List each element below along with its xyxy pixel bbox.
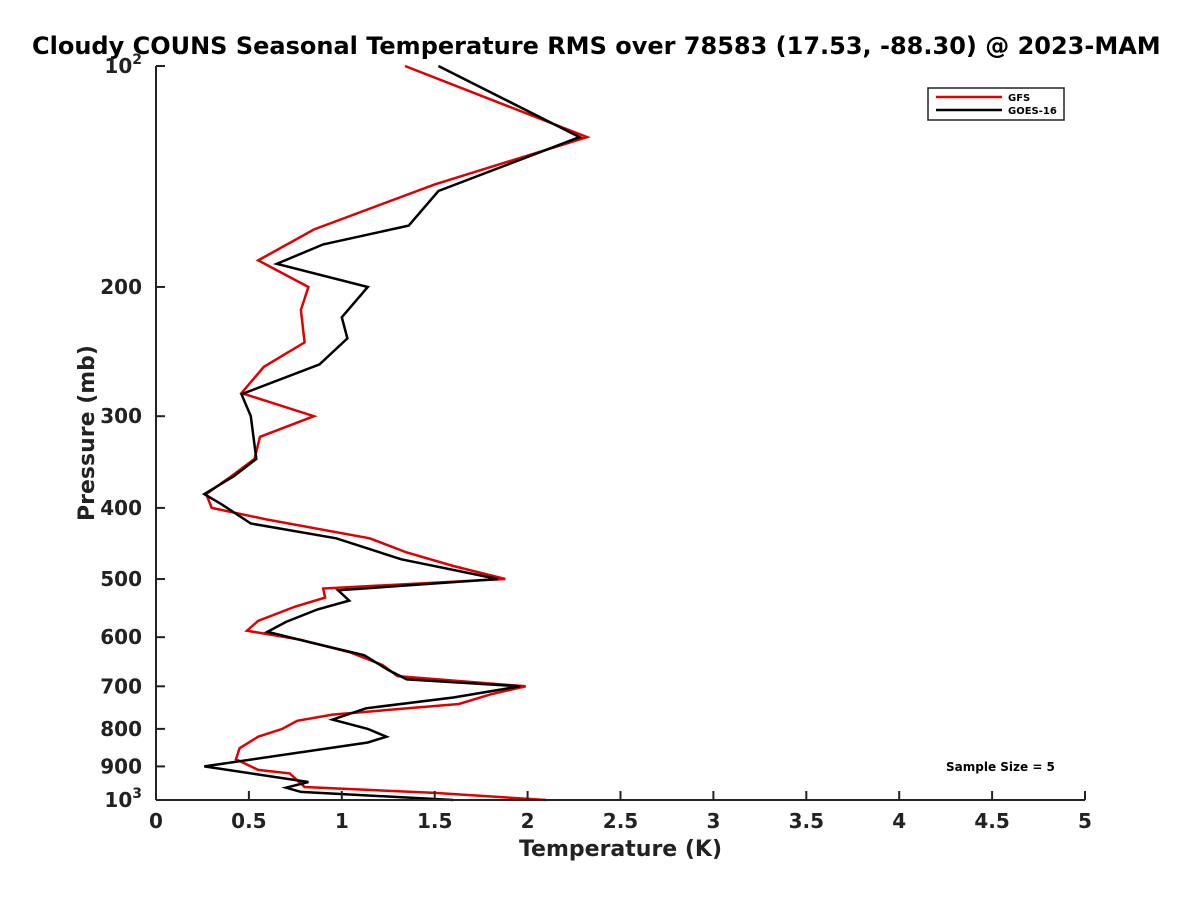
y-tick-label: 700: [100, 674, 142, 698]
y-tick-label: 800: [100, 717, 142, 741]
y-tick-label: 600: [100, 625, 142, 649]
x-tick-label: 5: [1078, 809, 1092, 833]
sample-size-annotation: Sample Size = 5: [946, 760, 1055, 774]
y-tick-label: 300: [100, 404, 142, 428]
y-tick-label: 103: [104, 786, 142, 812]
legend: GFS GOES-16: [927, 87, 1065, 121]
axes: [155, 66, 1085, 801]
legend-box: [927, 87, 1065, 121]
legend-label: GFS: [1008, 93, 1030, 104]
ticks: 0 0.5 1 1.5 2 2.5 3 3.5 4 4.5 5 102 200 300 400 500 600 7…: [100, 52, 1092, 833]
x-tick-label: 0: [149, 809, 163, 833]
x-tick-label: 3.5: [789, 809, 824, 833]
x-tick-label: 3: [706, 809, 720, 833]
y-tick-label: 102: [104, 52, 142, 78]
series-line-gfs: [204, 64, 591, 802]
y-axis-label: Pressure (mb): [75, 345, 100, 521]
y-tick-label: 900: [100, 754, 142, 778]
x-tick-label: 2: [521, 809, 535, 833]
x-tick-label: 0.5: [231, 809, 266, 833]
plot-lines: [201, 64, 591, 802]
y-tick-label: 400: [100, 496, 142, 520]
y-tick-label: 500: [100, 567, 142, 591]
series-line-goes-16: [201, 64, 583, 802]
chart-title: Cloudy COUNS Seasonal Temperature RMS ov…: [32, 32, 1161, 60]
x-axis-label: Temperature (K): [519, 837, 722, 862]
y-tick-label: 200: [100, 275, 142, 299]
x-tick-label: 1.5: [417, 809, 452, 833]
x-tick-label: 1: [335, 809, 349, 833]
x-tick-label: 4: [892, 809, 906, 833]
x-tick-label: 4.5: [974, 809, 1009, 833]
legend-label: GOES-16: [1008, 106, 1057, 117]
x-tick-label: 2.5: [603, 809, 638, 833]
